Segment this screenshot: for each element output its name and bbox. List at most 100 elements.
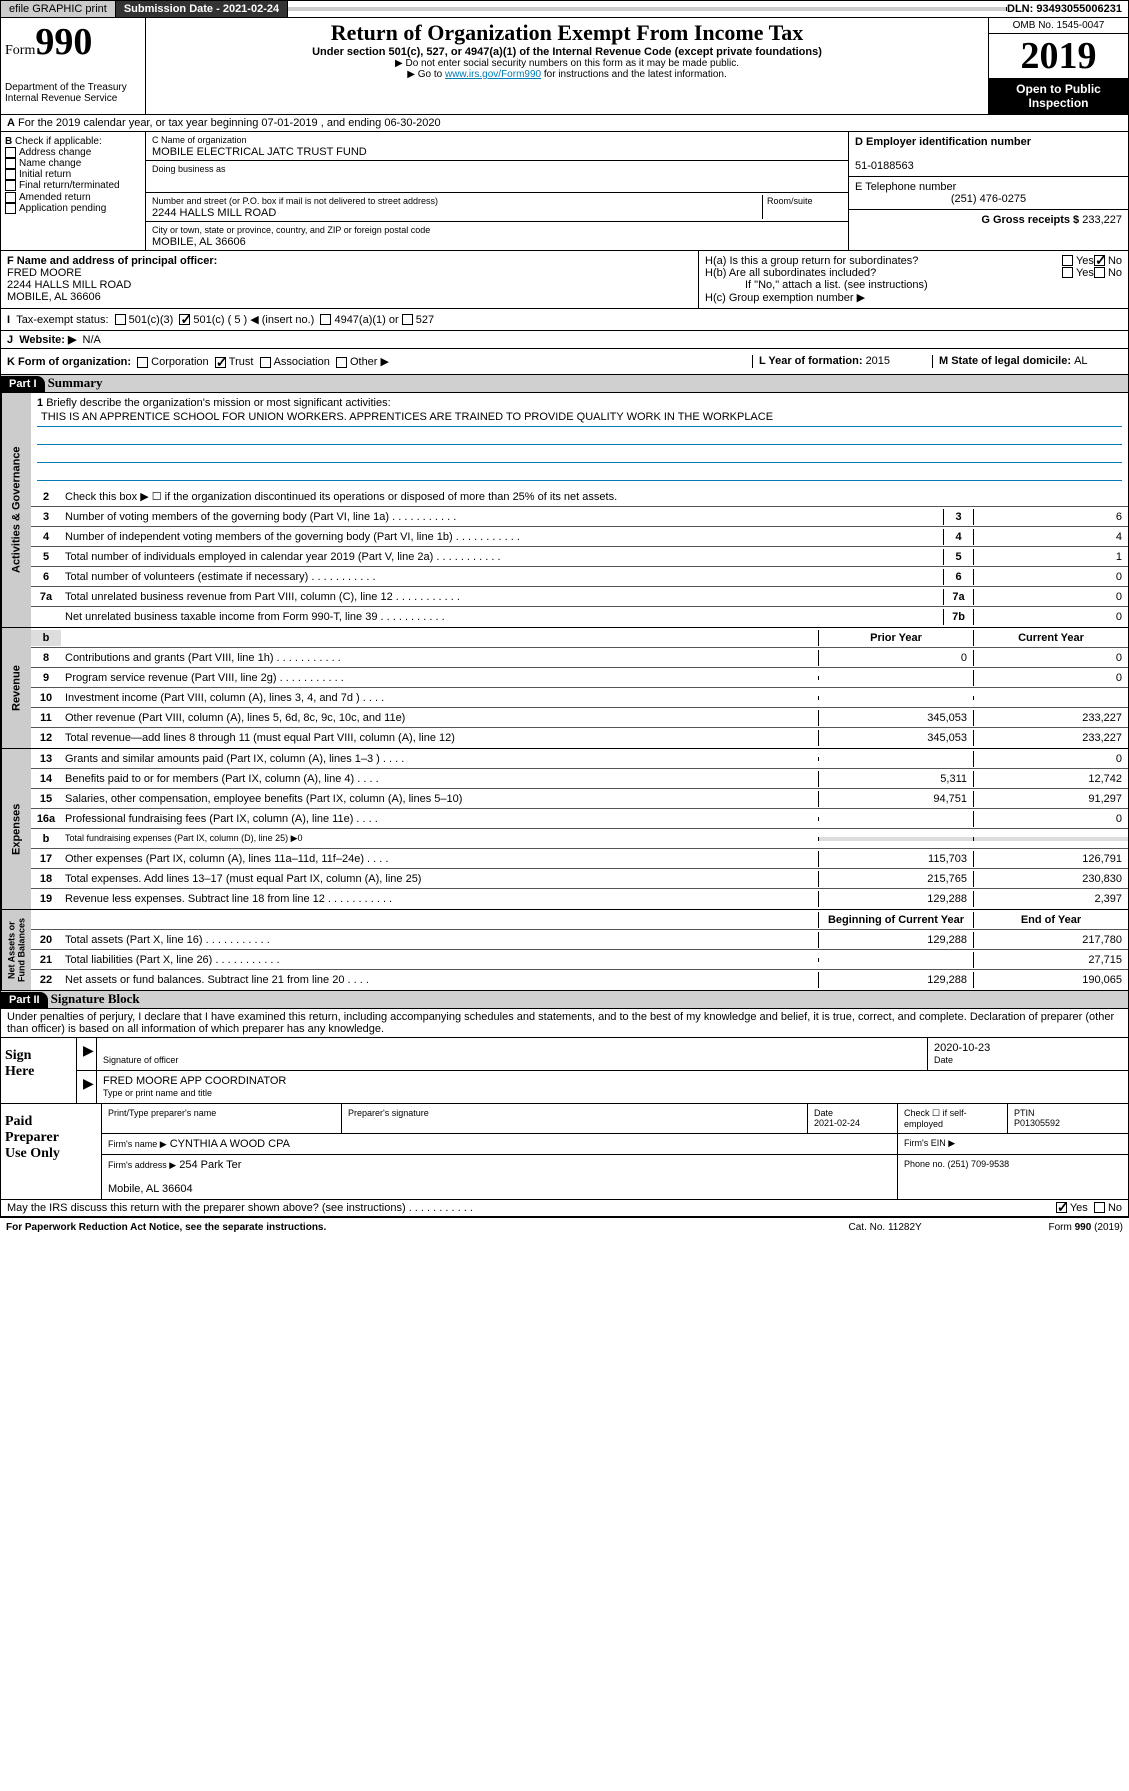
line21-text: Total liabilities (Part X, line 26) xyxy=(61,952,818,968)
opt-assoc: Association xyxy=(274,356,330,368)
check-amended[interactable] xyxy=(5,192,16,203)
check-assoc[interactable] xyxy=(260,357,271,368)
part1-num: Part I xyxy=(1,376,45,392)
line19-current: 2,397 xyxy=(973,891,1128,907)
ha-label: H(a) Is this a group return for subordin… xyxy=(705,255,1062,267)
ha-yes[interactable] xyxy=(1062,255,1073,266)
discuss-no[interactable] xyxy=(1094,1202,1105,1213)
opt-527: 527 xyxy=(416,314,434,326)
group-box: H(a) Is this a group return for subordin… xyxy=(698,251,1128,308)
line7b-val: 0 xyxy=(973,609,1128,625)
firm-name: CYNTHIA A WOOD CPA xyxy=(170,1138,290,1150)
check-initial[interactable] xyxy=(5,169,16,180)
line6-val: 0 xyxy=(973,569,1128,585)
firm-addr-label: Firm's address ▶ xyxy=(108,1160,176,1170)
line10-prior xyxy=(818,696,973,700)
sign-here-label: Sign Here xyxy=(1,1038,76,1103)
h-note: If "No," attach a list. (see instruction… xyxy=(705,279,1122,291)
paperwork-notice: For Paperwork Reduction Act Notice, see … xyxy=(6,1222,849,1233)
efile-label[interactable]: efile GRAPHIC print xyxy=(1,1,116,17)
opt-amended: Amended return xyxy=(19,192,91,203)
firm-ein-label: Firm's EIN ▶ xyxy=(898,1134,1128,1154)
period-row: A For the 2019 calendar year, or tax yea… xyxy=(0,115,1129,132)
footer: For Paperwork Reduction Act Notice, see … xyxy=(0,1217,1129,1237)
check-final[interactable] xyxy=(5,180,16,191)
omb-number: OMB No. 1545-0047 xyxy=(989,18,1128,34)
open-public: Open to Public Inspection xyxy=(989,78,1128,114)
governance-label: Activities & Governance xyxy=(1,393,31,627)
year-formation: 2015 xyxy=(866,355,890,367)
current-year-header: Current Year xyxy=(973,630,1128,646)
tax-year: 2019 xyxy=(989,34,1128,78)
mission-text: THIS IS AN APPRENTICE SCHOOL FOR UNION W… xyxy=(37,411,1122,427)
firm-phone: (251) 709-9538 xyxy=(948,1159,1010,1169)
title-box: Return of Organization Exempt From Incom… xyxy=(146,18,988,114)
check-pending[interactable] xyxy=(5,203,16,214)
c-name-label: C Name of organization xyxy=(152,135,247,145)
opt-other: Other ▶ xyxy=(350,356,389,368)
check-527[interactable] xyxy=(402,314,413,325)
line12-current: 233,227 xyxy=(973,730,1128,746)
part2-num: Part II xyxy=(1,992,48,1008)
phone-value: (251) 476-0275 xyxy=(855,193,1122,205)
line11-text: Other revenue (Part VIII, column (A), li… xyxy=(61,710,818,726)
sig-officer-label: Signature of officer xyxy=(103,1055,178,1065)
check-address[interactable] xyxy=(5,147,16,158)
line6-box: 6 xyxy=(943,569,973,585)
part2-title: Signature Block xyxy=(51,991,140,1006)
hb-label: H(b) Are all subordinates included? xyxy=(705,267,1062,279)
opt-pending: Application pending xyxy=(19,203,106,214)
check-trust[interactable] xyxy=(215,357,226,368)
line17-text: Other expenses (Part IX, column (A), lin… xyxy=(61,851,818,867)
preparer-sig-header: Preparer's signature xyxy=(342,1104,808,1133)
check-other[interactable] xyxy=(336,357,347,368)
gross-value: 233,227 xyxy=(1082,214,1122,226)
irs-link[interactable]: www.irs.gov/Form990 xyxy=(445,69,541,80)
officer-addr: 2244 HALLS MILL ROAD MOBILE, AL 36606 xyxy=(7,279,131,303)
line3-text: Number of voting members of the governin… xyxy=(61,509,943,525)
hb-yes[interactable] xyxy=(1062,267,1073,278)
line22-text: Net assets or fund balances. Subtract li… xyxy=(61,972,818,988)
check-name[interactable] xyxy=(5,158,16,169)
line14-prior: 5,311 xyxy=(818,771,973,787)
line5-val: 1 xyxy=(973,549,1128,565)
hc-label: H(c) Group exemption number ▶ xyxy=(705,291,1122,304)
line19-text: Revenue less expenses. Subtract line 18 … xyxy=(61,891,818,907)
website-row: J Website: ▶ N/A xyxy=(0,331,1129,349)
line21-end: 27,715 xyxy=(973,952,1128,968)
col-c: C Name of organization MOBILE ELECTRICAL… xyxy=(146,132,848,250)
l-label: L Year of formation: xyxy=(759,355,866,367)
check-501c3[interactable] xyxy=(115,314,126,325)
officer-box: F Name and address of principal officer:… xyxy=(1,251,698,308)
paid-label: Paid Preparer Use Only xyxy=(1,1104,101,1199)
phone-label: E Telephone number xyxy=(855,181,956,193)
check-501c[interactable] xyxy=(179,314,190,325)
line16a-prior xyxy=(818,817,973,821)
firm-phone-label: Phone no. xyxy=(904,1159,948,1169)
line14-current: 12,742 xyxy=(973,771,1128,787)
k-l-m-row: K Form of organization: Corporation Trus… xyxy=(0,349,1129,375)
revenue-section: Revenue bPrior YearCurrent Year 8Contrib… xyxy=(0,628,1129,749)
line9-current: 0 xyxy=(973,670,1128,686)
cat-number: Cat. No. 11282Y xyxy=(849,1222,1049,1233)
line20-begin: 129,288 xyxy=(818,932,973,948)
hb-no[interactable] xyxy=(1094,267,1105,278)
expenses-section: Expenses 13Grants and similar amounts pa… xyxy=(0,749,1129,910)
line9-prior xyxy=(818,676,973,680)
line12-text: Total revenue—add lines 8 through 11 (mu… xyxy=(61,730,818,746)
check-corp[interactable] xyxy=(137,357,148,368)
discuss-yes[interactable] xyxy=(1056,1202,1067,1213)
ha-no[interactable] xyxy=(1094,255,1105,266)
instr-1: ▶ Do not enter social security numbers o… xyxy=(152,58,982,69)
opt-trust: Trust xyxy=(229,356,254,368)
check-4947[interactable] xyxy=(320,314,331,325)
officer-printed-name: FRED MOORE APP COORDINATOR xyxy=(103,1075,286,1087)
name-label: Type or print name and title xyxy=(103,1088,212,1098)
netassets-label: Net Assets or Fund Balances xyxy=(1,910,31,990)
expenses-label: Expenses xyxy=(1,749,31,909)
col-d: D Employer identification number 51-0188… xyxy=(848,132,1128,250)
no-label-2: No xyxy=(1108,267,1122,279)
officer-name: FRED MOORE xyxy=(7,267,82,279)
revenue-label: Revenue xyxy=(1,628,31,748)
line20-end: 217,780 xyxy=(973,932,1128,948)
